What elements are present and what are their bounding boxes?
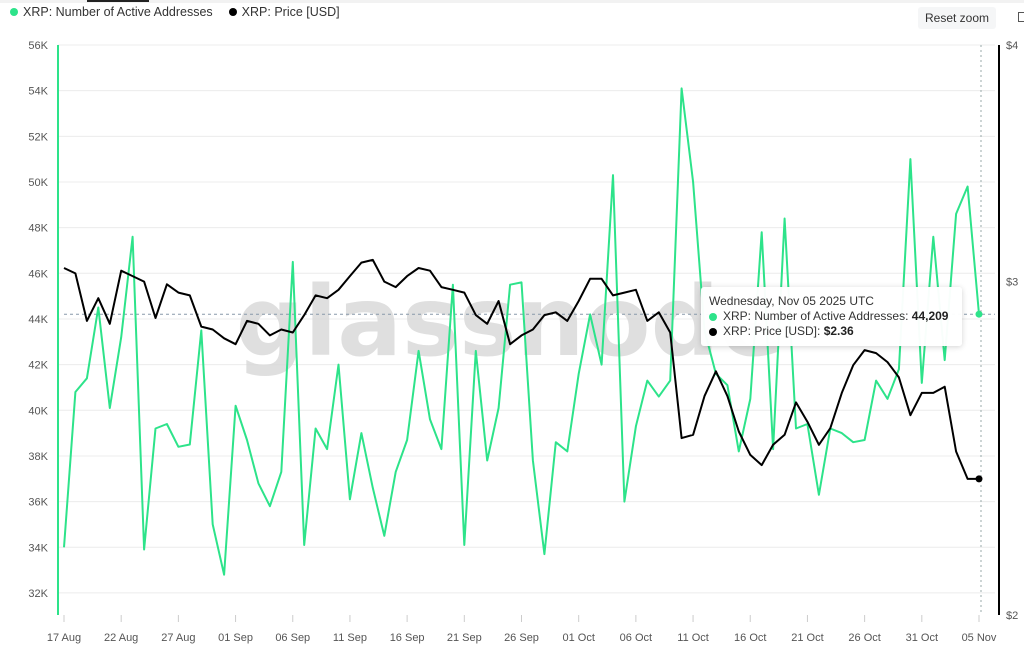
x-axis-tick-label: 16 Oct: [734, 632, 766, 644]
hover-marker-price: [975, 475, 983, 483]
legend-dot-icon: [10, 8, 18, 16]
tooltip-label: XRP: Number of Active Addresses:: [723, 309, 909, 323]
x-axis-tick-label: 16 Sep: [390, 632, 425, 644]
reset-zoom-button[interactable]: Reset zoom: [918, 7, 996, 29]
y-axis-tick-label: 56K: [28, 40, 48, 52]
chart-legend: XRP: Number of Active Addresses XRP: Pri…: [10, 5, 340, 19]
y-axis-tick-label: 54K: [28, 86, 48, 98]
x-axis-tick-label: 21 Oct: [791, 632, 823, 644]
tooltip-dot-icon: [709, 312, 717, 321]
tooltip-row-active-addresses: XRP: Number of Active Addresses: 44,209: [709, 309, 954, 324]
series-line-price[interactable]: [63, 258, 979, 480]
y-axis-tick-label: 34K: [28, 542, 48, 554]
menu-icon[interactable]: [1018, 12, 1024, 22]
legend-item-price[interactable]: XRP: Price [USD]: [228, 5, 340, 19]
y-axis-tick-label: 36K: [28, 497, 48, 509]
y2-axis-tick-label: $4: [1006, 40, 1018, 52]
y-axis-tick-label: 46K: [28, 268, 48, 280]
x-axis-tick-label: 05 Nov: [962, 632, 997, 644]
y2-axis-tick-label: $3: [1006, 277, 1018, 289]
legend-dot-icon: [228, 8, 237, 16]
tooltip-row-price: XRP: Price [USD]: $2.36: [709, 324, 954, 339]
x-axis-tick-label: 06 Sep: [275, 632, 310, 644]
active-tab-indicator[interactable]: [87, 0, 149, 2]
tooltip: Wednesday, Nov 05 2025 UTC XRP: Number o…: [701, 287, 962, 346]
x-axis-tick-label: 11 Sep: [333, 632, 367, 644]
tooltip-value: 44,209: [911, 309, 949, 323]
legend-label: XRP: Price [USD]: [241, 5, 340, 19]
legend-item-active-addresses[interactable]: XRP: Number of Active Addresses: [10, 5, 213, 19]
y-axis-tick-label: 52K: [28, 131, 48, 143]
hover-marker-active-addresses: [975, 310, 983, 318]
x-axis-tick-label: 01 Sep: [218, 632, 253, 644]
top-tab-strip: [0, 0, 1024, 3]
y-axis-tick-label: 32K: [28, 588, 48, 600]
x-axis-tick-label: 21 Sep: [447, 632, 482, 644]
x-axis-tick-label: 26 Oct: [848, 632, 880, 644]
x-axis-tick-label: 17 Aug: [47, 632, 81, 644]
x-axis-tick-label: 01 Oct: [562, 632, 594, 644]
x-axis-tick-label: 06 Oct: [620, 632, 652, 644]
tooltip-dot-icon: [709, 327, 717, 336]
x-axis-tick-label: 22 Aug: [104, 632, 138, 644]
y-axis-tick-label: 40K: [28, 405, 48, 417]
y-axis-tick-label: 48K: [28, 223, 48, 235]
y-axis-tick-label: 42K: [28, 360, 48, 372]
x-axis-tick-label: 26 Sep: [504, 632, 539, 644]
y-axis-tick-label: 50K: [28, 177, 48, 189]
series-line-active-addresses[interactable]: [63, 87, 980, 576]
y-axis-tick-label: 44K: [28, 314, 48, 326]
y-axis-tick-label: 38K: [28, 451, 48, 463]
tooltip-label: XRP: Price [USD]:: [723, 324, 821, 338]
x-axis-tick-label: 31 Oct: [906, 632, 938, 644]
x-axis-tick-label: 27 Aug: [161, 632, 195, 644]
tooltip-value: $2.36: [823, 324, 854, 338]
x-axis-tick-label: 11 Oct: [677, 632, 709, 644]
legend-label: XRP: Number of Active Addresses: [23, 5, 213, 19]
y2-axis-tick-label: $2: [1006, 610, 1018, 622]
tooltip-date: Wednesday, Nov 05 2025 UTC: [709, 294, 874, 308]
